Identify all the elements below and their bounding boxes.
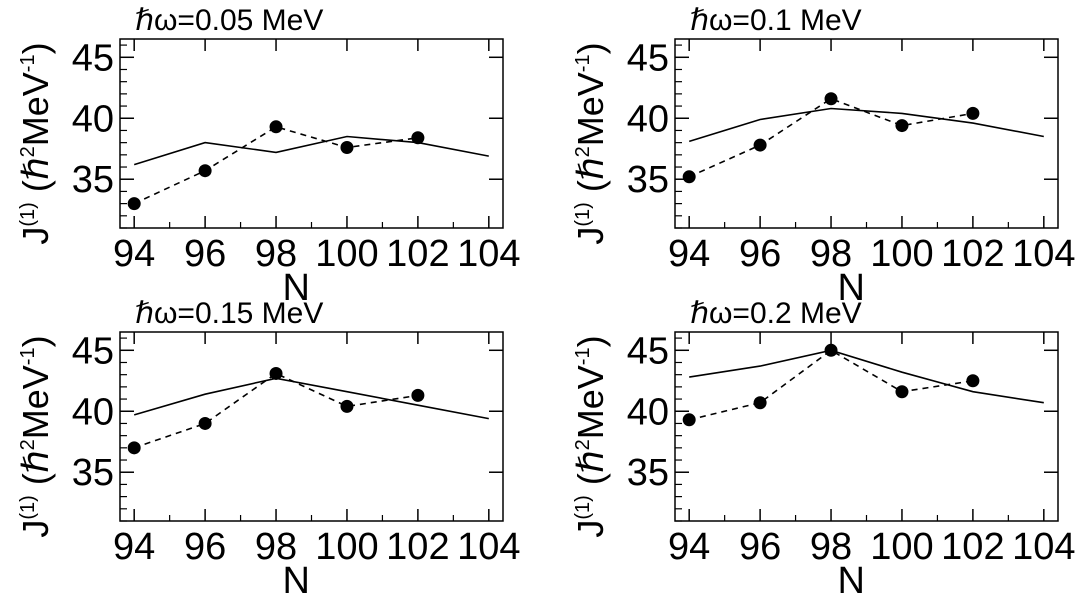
data-point (340, 399, 354, 413)
chart-title: ℏω=0.15 MeV (135, 297, 323, 330)
x-axis-label: N (837, 267, 864, 309)
x-tick-label: 102 (941, 233, 1004, 275)
series-line-theory (689, 349, 1044, 404)
data-point (127, 441, 141, 455)
data-point (824, 92, 838, 106)
y-axis-label: J(1) (ℏ2MeV-1) (570, 335, 611, 537)
y-tick-label: 45 (72, 37, 114, 79)
x-tick-label: 100 (315, 233, 378, 275)
plot-frame (119, 38, 504, 229)
x-tick-label: 94 (668, 526, 710, 568)
x-tick-label: 102 (386, 526, 449, 568)
panel-3: ℏω=0.15 MeV 94 96 98 100 102 104 35 40 45 N J(1) (ℏ… (15, 297, 521, 596)
y-tick-label: 35 (72, 159, 114, 201)
x-tick-label: 94 (113, 526, 155, 568)
x-tick-label: 104 (1012, 526, 1075, 568)
x-tick-label: 94 (668, 233, 710, 275)
data-point (895, 119, 909, 133)
y-axis-label: J(1) (ℏ2MeV-1) (15, 42, 56, 244)
data-point (753, 396, 767, 410)
data-point (966, 374, 980, 388)
y-tick-label: 40 (627, 98, 669, 140)
panel-4: ℏω=0.2 MeV 94 96 98 100 102 104 35 40 45 N J(1) (ℏ2… (570, 297, 1075, 596)
x-tick-label: 104 (457, 526, 520, 568)
y-tick-label: 35 (627, 452, 669, 494)
data-point (411, 388, 425, 402)
y-tick-label: 45 (627, 37, 669, 79)
series-line-theory (133, 135, 489, 166)
x-tick-label: 98 (255, 233, 297, 275)
x-axis-label: N (282, 560, 309, 596)
y-tick-label: 35 (72, 452, 114, 494)
y-tick-label: 40 (72, 98, 114, 140)
x-tick-label: 96 (184, 526, 226, 568)
x-tick-label: 100 (870, 526, 933, 568)
y-tick-label: 40 (72, 391, 114, 433)
data-point (682, 170, 696, 184)
y-tick-label: 45 (627, 330, 669, 372)
data-point (753, 138, 767, 152)
data-point (269, 120, 283, 134)
panel-1: ℏω=0.05 MeV 94 96 98 100 102 104 35 40 45 N J(1) (ℏ… (15, 4, 521, 309)
y-axis-label: J(1) (ℏ2MeV-1) (570, 42, 611, 244)
data-point (198, 416, 212, 430)
x-tick-label: 98 (810, 233, 852, 275)
x-tick-label: 94 (113, 233, 155, 275)
data-point (269, 366, 283, 380)
chart-title: ℏω=0.2 MeV (690, 297, 862, 330)
data-point (340, 141, 354, 155)
x-tick-label: 100 (870, 233, 933, 275)
y-tick-label: 40 (627, 391, 669, 433)
data-point (824, 343, 838, 357)
panel-2: ℏω=0.1 MeV 94 96 98 100 102 104 35 40 45 N J(1) (ℏ2… (570, 4, 1075, 309)
x-tick-label: 100 (315, 526, 378, 568)
series-line-theory (133, 377, 489, 420)
series-line-experiment (688, 97, 974, 178)
x-tick-label: 102 (941, 526, 1004, 568)
data-point (682, 413, 696, 427)
plot-frame (674, 38, 1059, 229)
data-point (966, 106, 980, 120)
x-tick-label: 96 (184, 233, 226, 275)
data-point (411, 131, 425, 145)
x-tick-label: 104 (457, 233, 520, 275)
y-tick-label: 35 (627, 159, 669, 201)
x-tick-label: 96 (739, 233, 781, 275)
x-tick-label: 102 (386, 233, 449, 275)
chart-title: ℏω=0.1 MeV (690, 4, 862, 37)
x-tick-label: 104 (1012, 233, 1075, 275)
series-line-experiment (689, 349, 974, 421)
chart-title: ℏω=0.05 MeV (135, 4, 323, 37)
data-point (198, 164, 212, 178)
x-tick-label: 96 (739, 526, 781, 568)
y-axis-label: J(1) (ℏ2MeV-1) (15, 335, 56, 537)
x-tick-label: 98 (255, 526, 297, 568)
x-tick-label: 98 (810, 526, 852, 568)
data-point (127, 197, 141, 211)
plot-frame (674, 331, 1059, 522)
x-axis-label: N (282, 267, 309, 309)
y-tick-label: 45 (72, 330, 114, 372)
series-line-experiment (133, 372, 419, 449)
data-point (895, 385, 909, 399)
x-axis-label: N (837, 560, 864, 596)
plot-frame (119, 331, 504, 522)
series-line-theory (688, 107, 1044, 143)
